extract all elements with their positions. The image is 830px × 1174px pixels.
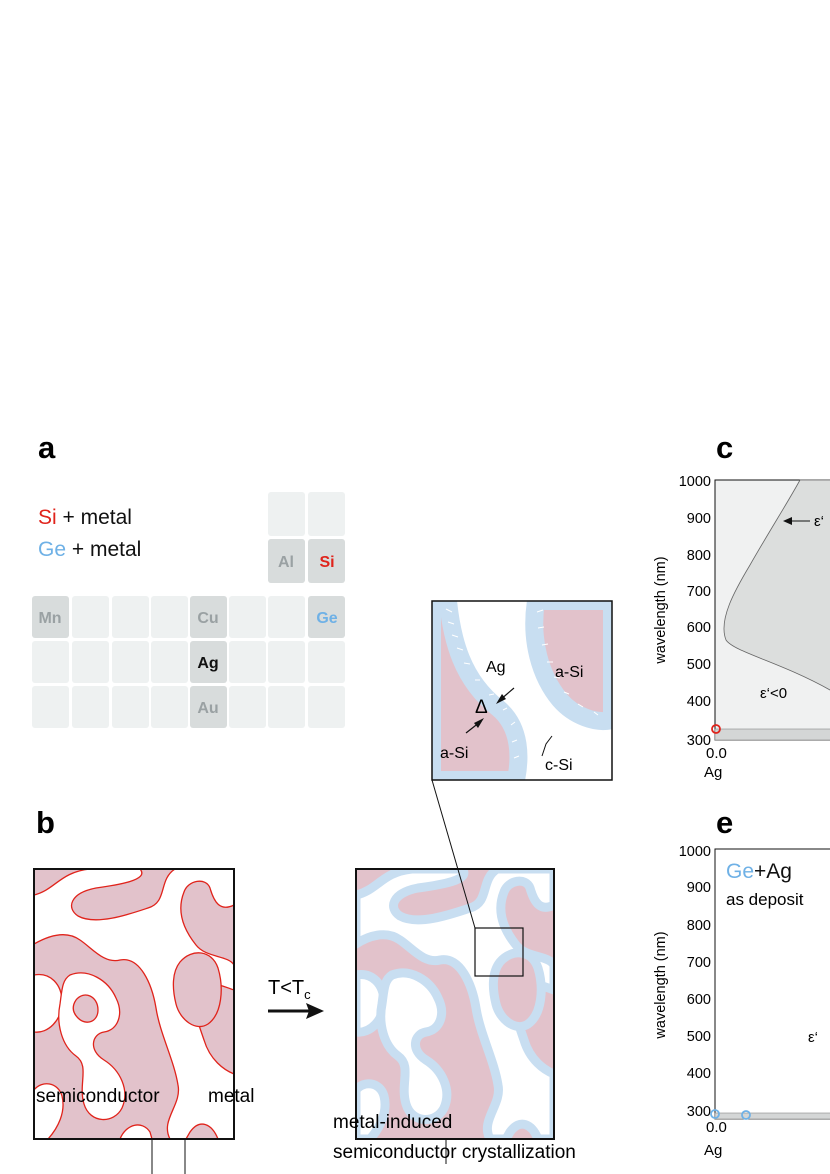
inset-zoom: Ag a-Si a-Si Δ c-Si [431, 600, 613, 781]
plot-c-ytick: 400 [687, 694, 711, 710]
plot-c-ytick: 300 [687, 733, 711, 749]
plot-e-ytick: 500 [687, 1029, 711, 1045]
left-microstructure [33, 868, 235, 1140]
plot-c-ytick: 700 [687, 584, 711, 600]
element-au: Au [197, 700, 218, 717]
plot-e-datapoint [741, 1110, 751, 1120]
inset-asi-left: a-Si [440, 745, 468, 762]
arrow-label: T<Tc [268, 977, 311, 1002]
periodic-table: Al Si Mn Cu Ge Ag Au [32, 492, 345, 728]
plot-c-ytick: 500 [687, 657, 711, 673]
plot-c-ytick: 1000 [679, 474, 711, 490]
zoom-box [474, 927, 524, 977]
element-ag: Ag [197, 655, 218, 672]
element-cu: Cu [197, 610, 218, 627]
inset-csi: c-Si [545, 757, 573, 774]
plot-e-xtick: 0.0 [706, 1119, 727, 1136]
panel-label-b: b [36, 805, 55, 840]
plot-e-ytick: 800 [687, 918, 711, 934]
label-semiconductor: semiconductor [36, 1086, 160, 1107]
legend-ge-line: Ge + metal [38, 538, 141, 561]
legend-a: Si + metal Ge + metal [38, 506, 141, 561]
label-mic-line1: metal-induced [333, 1112, 452, 1133]
plot-c-xtick: 0.0 [706, 745, 727, 762]
plot-c-annot-arrow: ε‘ [814, 513, 824, 530]
plot-e-ytick: 1000 [679, 844, 711, 860]
plot-e-ytick: 900 [687, 880, 711, 896]
plot-c-ylabel: wavelength (nm) [653, 556, 669, 664]
plot-c-datapoint [711, 724, 721, 734]
plot-c-xname: Ag [704, 764, 722, 781]
transition-arrow: T<Tc [268, 977, 324, 1019]
element-mn: Mn [38, 610, 61, 627]
plot-e-legend: Ge+Ag [726, 860, 792, 883]
plot-e-annot-region: ε‘ [808, 1029, 818, 1046]
plot-e-ytick: 600 [687, 992, 711, 1008]
plot-e-ytick: 700 [687, 955, 711, 971]
element-ge: Ge [316, 610, 337, 627]
plot-e-ytick: 400 [687, 1066, 711, 1082]
panel-label-a: a [38, 430, 56, 465]
panel-label-e: e [716, 805, 733, 840]
plot-e-datapoint [710, 1109, 720, 1119]
plot-e: 1000 900 800 700 600 500 400 300 0.0 Ag … [653, 844, 830, 1159]
inset-delta: Δ [475, 697, 488, 718]
plot-c-annot-region: ε‘<0 [760, 685, 787, 702]
plot-e-xname: Ag [704, 1142, 722, 1159]
label-mic-line2: semiconductor crystallization [333, 1142, 576, 1163]
inset-asi-right: a-Si [555, 664, 583, 681]
plot-c-ytick: 900 [687, 511, 711, 527]
middle-microstructure [355, 868, 555, 1140]
plot-e-legend-line2: as deposit [726, 890, 804, 909]
plot-e-ytick: 300 [687, 1104, 711, 1120]
element-al: Al [278, 554, 294, 571]
legend-si-line: Si + metal [38, 506, 132, 529]
element-si: Si [319, 554, 334, 571]
label-metal: metal [208, 1086, 254, 1107]
plot-c-ytick: 600 [687, 620, 711, 636]
inset-ag: Ag [486, 659, 506, 676]
plot-c-ytick: 800 [687, 548, 711, 564]
panel-label-c: c [716, 430, 733, 465]
plot-c: 1000 900 800 700 600 500 400 300 0.0 Ag … [653, 474, 830, 781]
plot-e-ylabel: wavelength (nm) [653, 931, 669, 1039]
